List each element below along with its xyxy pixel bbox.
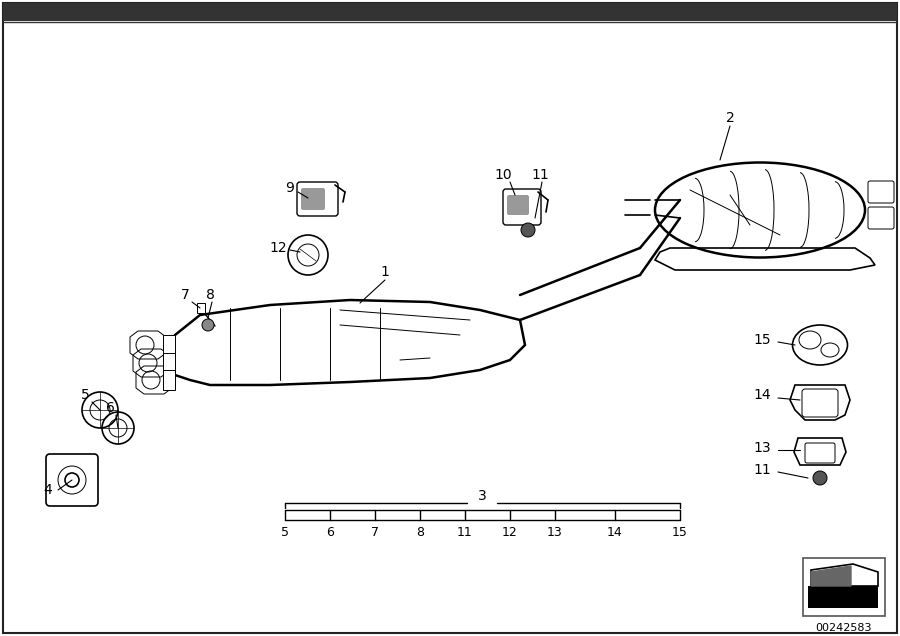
Bar: [163, 370, 175, 390]
Bar: [163, 335, 175, 355]
FancyBboxPatch shape: [301, 188, 325, 210]
Text: 12: 12: [502, 525, 518, 539]
Text: 15: 15: [753, 333, 770, 347]
FancyBboxPatch shape: [503, 189, 541, 225]
FancyBboxPatch shape: [507, 195, 529, 215]
Text: 7: 7: [371, 525, 379, 539]
Polygon shape: [811, 566, 851, 586]
Text: 4: 4: [43, 483, 52, 497]
Bar: [808, 586, 878, 608]
FancyBboxPatch shape: [868, 207, 894, 229]
Text: 3: 3: [478, 489, 486, 503]
Bar: [163, 353, 175, 373]
FancyBboxPatch shape: [297, 182, 338, 216]
Text: 00242583: 00242583: [815, 623, 872, 633]
FancyBboxPatch shape: [802, 389, 838, 417]
Text: 6: 6: [105, 401, 114, 415]
Bar: [3, 3, 897, 21]
Bar: [803, 558, 885, 616]
Text: 1: 1: [381, 265, 390, 279]
Text: 15: 15: [672, 525, 688, 539]
Text: 13: 13: [753, 441, 770, 455]
Text: 5: 5: [81, 388, 89, 402]
Text: 13: 13: [547, 525, 562, 539]
Text: 8: 8: [416, 525, 424, 539]
Circle shape: [202, 319, 214, 331]
Text: 6: 6: [326, 525, 334, 539]
Text: 10: 10: [494, 168, 512, 182]
FancyBboxPatch shape: [46, 454, 98, 506]
Text: 9: 9: [285, 181, 294, 195]
Text: 11: 11: [753, 463, 771, 477]
Text: 14: 14: [753, 388, 770, 402]
Text: 7: 7: [181, 288, 189, 302]
Text: 2: 2: [725, 111, 734, 125]
Text: 14: 14: [608, 525, 623, 539]
Text: 11: 11: [531, 168, 549, 182]
FancyBboxPatch shape: [805, 443, 835, 463]
Circle shape: [521, 223, 535, 237]
Text: 8: 8: [205, 288, 214, 302]
Bar: [197, 303, 205, 313]
Text: 11: 11: [457, 525, 472, 539]
Text: 12: 12: [269, 241, 287, 255]
FancyBboxPatch shape: [868, 181, 894, 203]
Circle shape: [813, 471, 827, 485]
Text: 5: 5: [281, 525, 289, 539]
